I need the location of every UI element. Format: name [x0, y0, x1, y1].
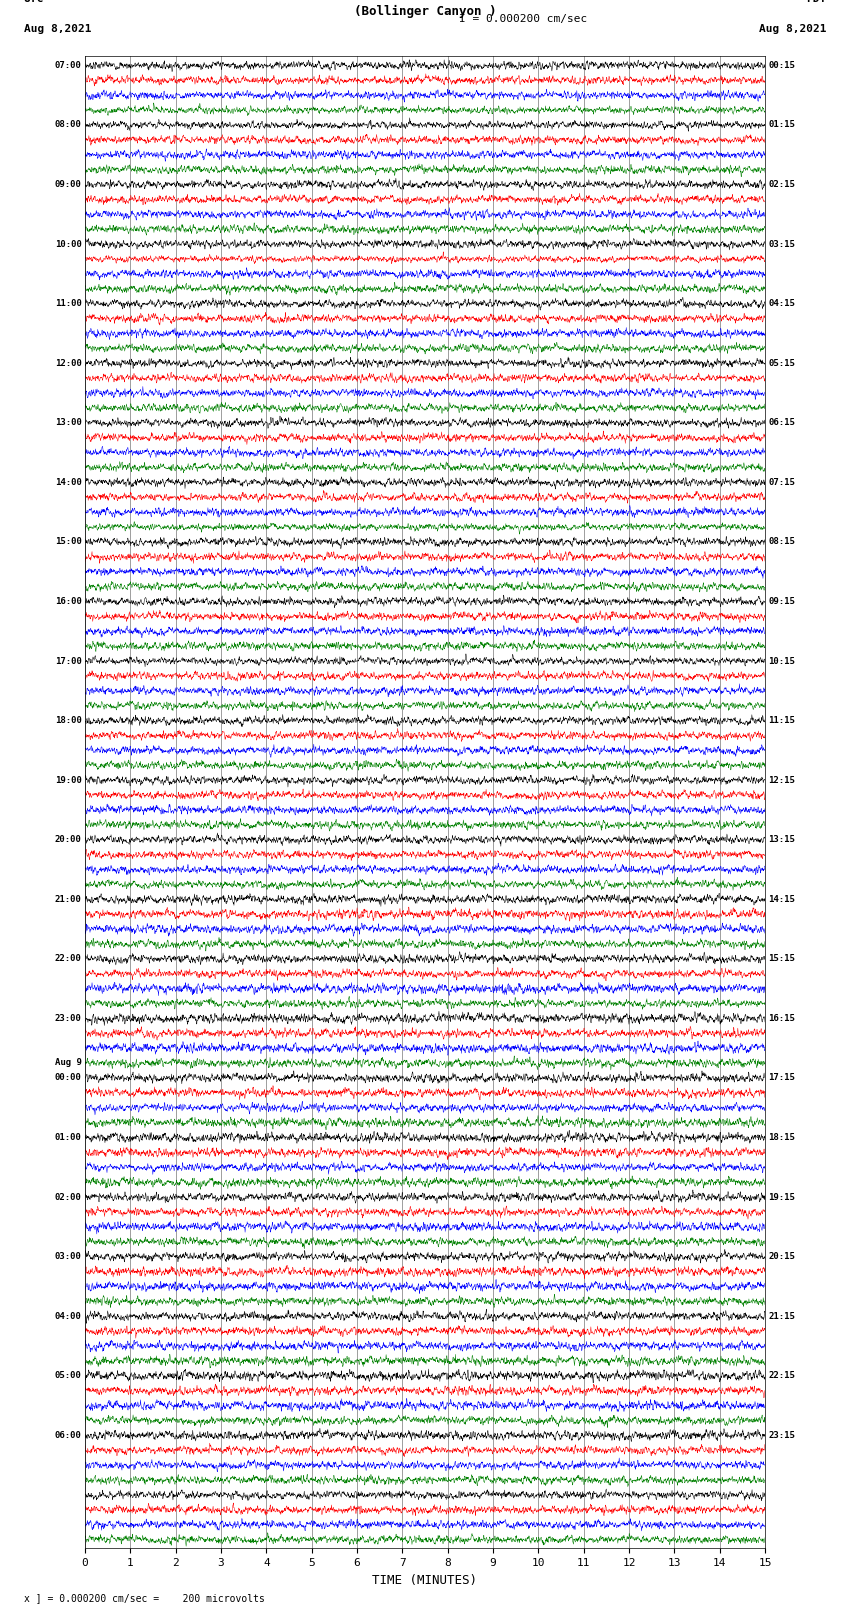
- Text: 18:00: 18:00: [54, 716, 82, 726]
- Text: 19:00: 19:00: [54, 776, 82, 784]
- Text: 16:00: 16:00: [54, 597, 82, 606]
- Text: PDT: PDT: [806, 0, 826, 5]
- Text: 07:00: 07:00: [54, 61, 82, 69]
- Text: 02:15: 02:15: [768, 181, 796, 189]
- Text: 05:00: 05:00: [54, 1371, 82, 1381]
- Text: 23:15: 23:15: [768, 1431, 796, 1440]
- Text: 10:15: 10:15: [768, 656, 796, 666]
- Text: 09:15: 09:15: [768, 597, 796, 606]
- Text: 04:15: 04:15: [768, 298, 796, 308]
- Text: 08:00: 08:00: [54, 121, 82, 129]
- Text: 18:15: 18:15: [768, 1132, 796, 1142]
- Text: 22:15: 22:15: [768, 1371, 796, 1381]
- Text: 12:15: 12:15: [768, 776, 796, 784]
- Text: 00:15: 00:15: [768, 61, 796, 69]
- Text: 17:00: 17:00: [54, 656, 82, 666]
- Text: 20:15: 20:15: [768, 1252, 796, 1261]
- Text: 15:15: 15:15: [768, 955, 796, 963]
- Text: Aug 8,2021: Aug 8,2021: [759, 24, 826, 34]
- Text: 02:00: 02:00: [54, 1192, 82, 1202]
- Text: I = 0.000200 cm/sec: I = 0.000200 cm/sec: [459, 13, 587, 24]
- Text: 11:15: 11:15: [768, 716, 796, 726]
- Text: 10:00: 10:00: [54, 240, 82, 248]
- Text: Aug 8,2021: Aug 8,2021: [24, 24, 91, 34]
- Text: 15:00: 15:00: [54, 537, 82, 547]
- Text: 06:00: 06:00: [54, 1431, 82, 1440]
- Text: Aug 9: Aug 9: [54, 1058, 82, 1068]
- Text: 21:00: 21:00: [54, 895, 82, 903]
- X-axis label: TIME (MINUTES): TIME (MINUTES): [372, 1574, 478, 1587]
- Text: 09:00: 09:00: [54, 181, 82, 189]
- Text: 08:15: 08:15: [768, 537, 796, 547]
- Text: 13:00: 13:00: [54, 418, 82, 427]
- Text: 03:00: 03:00: [54, 1252, 82, 1261]
- Text: 07:15: 07:15: [768, 477, 796, 487]
- Title: CBR EHZ NC
(Bollinger Canyon ): CBR EHZ NC (Bollinger Canyon ): [354, 0, 496, 18]
- Text: 01:00: 01:00: [54, 1132, 82, 1142]
- Text: 14:15: 14:15: [768, 895, 796, 903]
- Text: 04:00: 04:00: [54, 1311, 82, 1321]
- Text: 13:15: 13:15: [768, 836, 796, 844]
- Text: 23:00: 23:00: [54, 1015, 82, 1023]
- Text: 20:00: 20:00: [54, 836, 82, 844]
- Text: 01:15: 01:15: [768, 121, 796, 129]
- Text: 22:00: 22:00: [54, 955, 82, 963]
- Text: 16:15: 16:15: [768, 1015, 796, 1023]
- Text: 00:00: 00:00: [54, 1073, 82, 1082]
- Text: 21:15: 21:15: [768, 1311, 796, 1321]
- Text: 17:15: 17:15: [768, 1073, 796, 1082]
- Text: 06:15: 06:15: [768, 418, 796, 427]
- Text: 12:00: 12:00: [54, 358, 82, 368]
- Text: 05:15: 05:15: [768, 358, 796, 368]
- Text: x ] = 0.000200 cm/sec =    200 microvolts: x ] = 0.000200 cm/sec = 200 microvolts: [24, 1594, 264, 1603]
- Text: 14:00: 14:00: [54, 477, 82, 487]
- Text: 11:00: 11:00: [54, 298, 82, 308]
- Text: 19:15: 19:15: [768, 1192, 796, 1202]
- Text: 03:15: 03:15: [768, 240, 796, 248]
- Text: UTC: UTC: [24, 0, 44, 5]
